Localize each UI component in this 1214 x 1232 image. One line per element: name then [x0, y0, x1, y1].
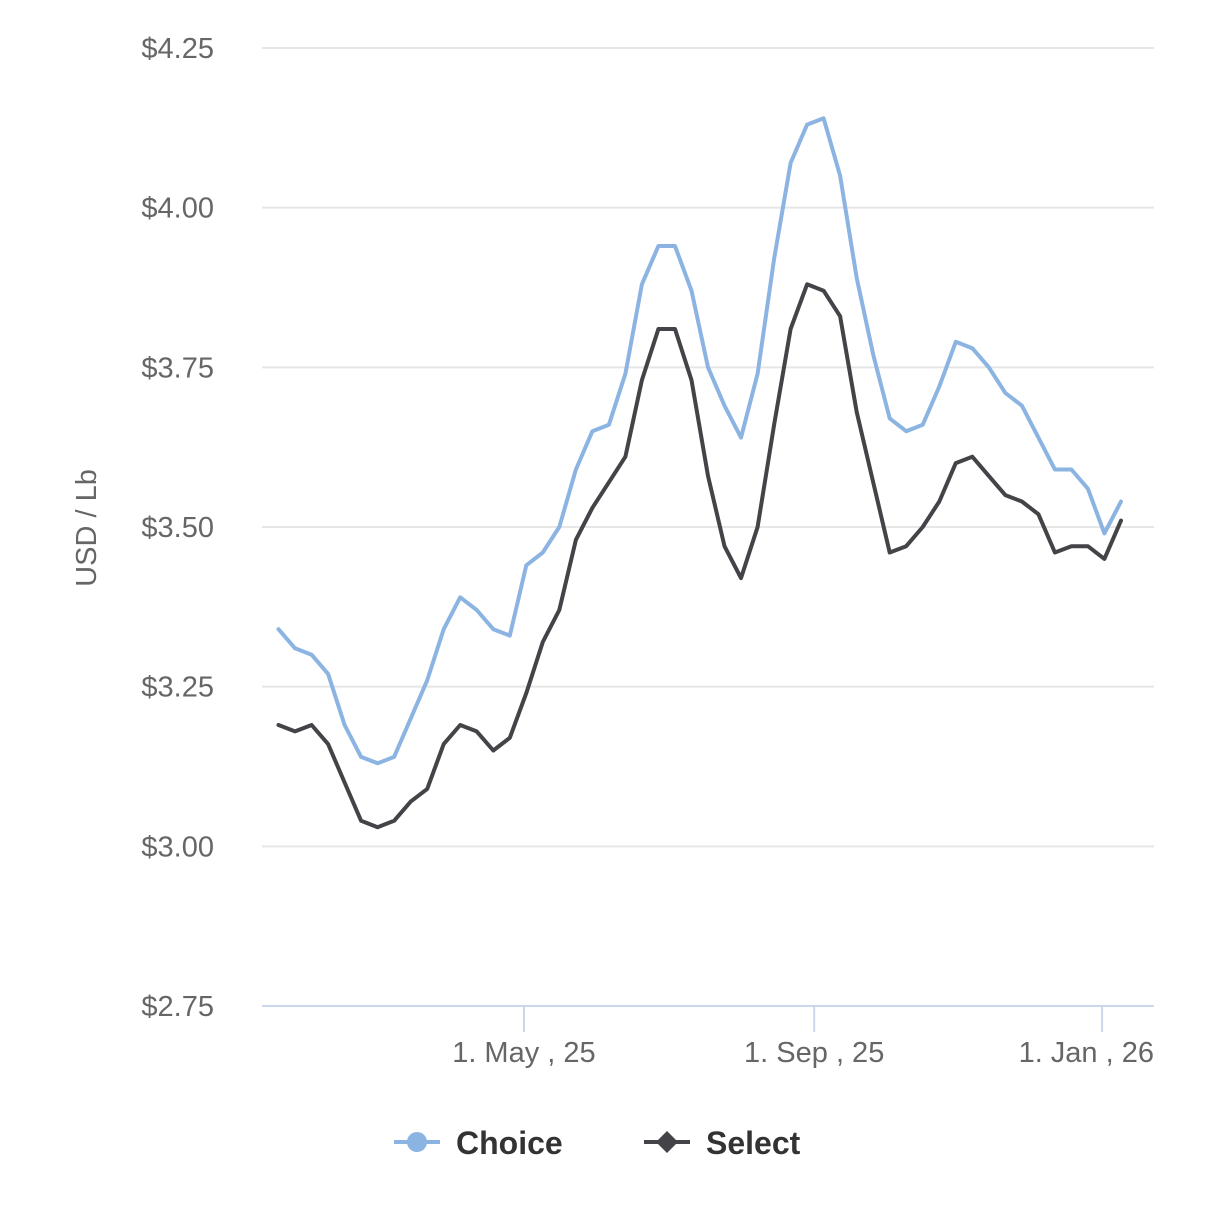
y-tick-label: $3.00 — [141, 831, 214, 863]
series-line-select — [276, 282, 1123, 830]
series-lines — [276, 116, 1123, 830]
x-axis: 1. May , 25 1. Sep , 25 1. Jan , 26 — [262, 1005, 1154, 1069]
y-tick-label: $4.00 — [141, 193, 214, 225]
x-tick-label: 1. Jan , 26 — [1019, 1037, 1154, 1069]
y-tick-label: $2.75 — [141, 991, 214, 1023]
y-tick-label: $3.25 — [141, 672, 214, 704]
y-tick-label: $3.75 — [141, 352, 214, 384]
legend-item-select[interactable]: Select — [644, 1125, 801, 1161]
y-tick-label: $4.25 — [141, 33, 214, 65]
y-axis-label: USD / Lb — [71, 469, 103, 587]
legend[interactable]: Choice Select — [394, 1125, 801, 1161]
y-tick-label: $3.50 — [141, 512, 214, 544]
series-line-choice — [276, 116, 1123, 766]
x-tick-label: 1. May , 25 — [452, 1037, 595, 1069]
legend-label: Select — [706, 1125, 801, 1161]
x-tick-label: 1. Sep , 25 — [744, 1037, 884, 1069]
legend-label: Choice — [456, 1125, 563, 1161]
y-axis: $2.75 $3.00 $3.25 $3.50 $3.75 $4.00 $4.25 — [141, 33, 214, 1023]
legend-circle-marker — [407, 1132, 427, 1152]
gridlines — [262, 47, 1154, 848]
legend-diamond-marker — [656, 1131, 678, 1153]
legend-item-choice[interactable]: Choice — [394, 1125, 563, 1161]
